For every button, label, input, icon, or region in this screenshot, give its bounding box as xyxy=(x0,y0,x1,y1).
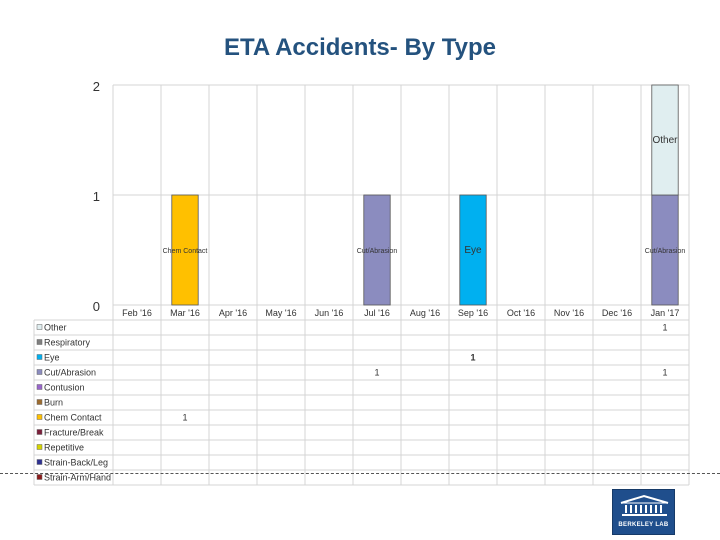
legend-label: Other xyxy=(44,323,67,333)
y-tick-label: 1 xyxy=(93,189,100,204)
x-tick-label: Feb '16 xyxy=(122,308,152,318)
bar-data-label: Cut/Abrasion xyxy=(357,248,398,255)
legend-swatch xyxy=(36,354,43,360)
y-tick-label: 2 xyxy=(93,79,100,94)
chart-title: ETA Accidents- By Type xyxy=(223,34,497,61)
legend-label: Chem Contact xyxy=(44,413,102,423)
berkeley-lab-logo: BERKELEY LAB xyxy=(612,489,675,535)
legend-label: Respiratory xyxy=(44,338,91,348)
legend-label: Strain-Back/Leg xyxy=(44,458,108,468)
x-tick-label: Apr '16 xyxy=(219,308,247,318)
x-tick-label: Oct '16 xyxy=(507,308,535,318)
bar-data-label: Chem Contact xyxy=(163,248,208,255)
table-cell-value: 1 xyxy=(662,323,667,333)
legend-label: Strain-Arm/Hand xyxy=(44,473,111,483)
x-tick-label: Aug '16 xyxy=(410,308,440,318)
legend-swatch xyxy=(36,414,43,420)
footer-divider xyxy=(0,473,720,474)
bar-segment xyxy=(651,194,679,306)
legend-label: Eye xyxy=(44,353,60,363)
table-cell-value: 1 xyxy=(470,353,475,363)
legend-swatch xyxy=(36,384,43,390)
x-tick-label: May '16 xyxy=(265,308,296,318)
x-tick-label: Nov '16 xyxy=(554,308,584,318)
legend-label: Cut/Abrasion xyxy=(44,368,96,378)
bar-segment xyxy=(171,194,199,306)
logo-text: BERKELEY LAB xyxy=(618,522,669,528)
legend-swatch xyxy=(36,474,43,480)
legend-swatch xyxy=(36,459,43,465)
bar-data-label: Eye xyxy=(464,245,482,256)
bar-segment xyxy=(651,84,679,196)
table-cell-value: 1 xyxy=(182,413,187,423)
legend-swatch xyxy=(36,444,43,450)
bar-data-label: Other xyxy=(652,135,678,146)
x-tick-label: Jan '17 xyxy=(651,308,680,318)
bar-data-label: Cut/Abrasion xyxy=(645,248,686,255)
y-tick-label: 0 xyxy=(93,299,100,314)
building-icon xyxy=(620,494,669,516)
x-tick-label: Dec '16 xyxy=(602,308,632,318)
x-tick-label: Jun '16 xyxy=(315,308,344,318)
x-tick-label: Jul '16 xyxy=(364,308,390,318)
legend-swatch xyxy=(36,324,43,330)
x-tick-label: Sep '16 xyxy=(458,308,488,318)
legend-label: Contusion xyxy=(44,383,85,393)
chart: 0 1 2 Feb '16 Mar '16 Apr '16 May '16 Jun '16 Ju… xyxy=(33,79,690,486)
legend-swatch xyxy=(36,369,43,375)
legend-swatch xyxy=(36,399,43,405)
legend-label: Burn xyxy=(44,398,63,408)
legend-swatch xyxy=(36,429,43,435)
legend-label: Fracture/Break xyxy=(44,428,104,438)
x-tick-label: Mar '16 xyxy=(170,308,200,318)
table-cell-value: 1 xyxy=(662,368,667,378)
bar-segment xyxy=(459,194,487,306)
legend-swatch xyxy=(36,339,43,345)
table-cell-value: 1 xyxy=(374,368,379,378)
bar-segment xyxy=(363,194,391,306)
legend-label: Repetitive xyxy=(44,443,84,453)
